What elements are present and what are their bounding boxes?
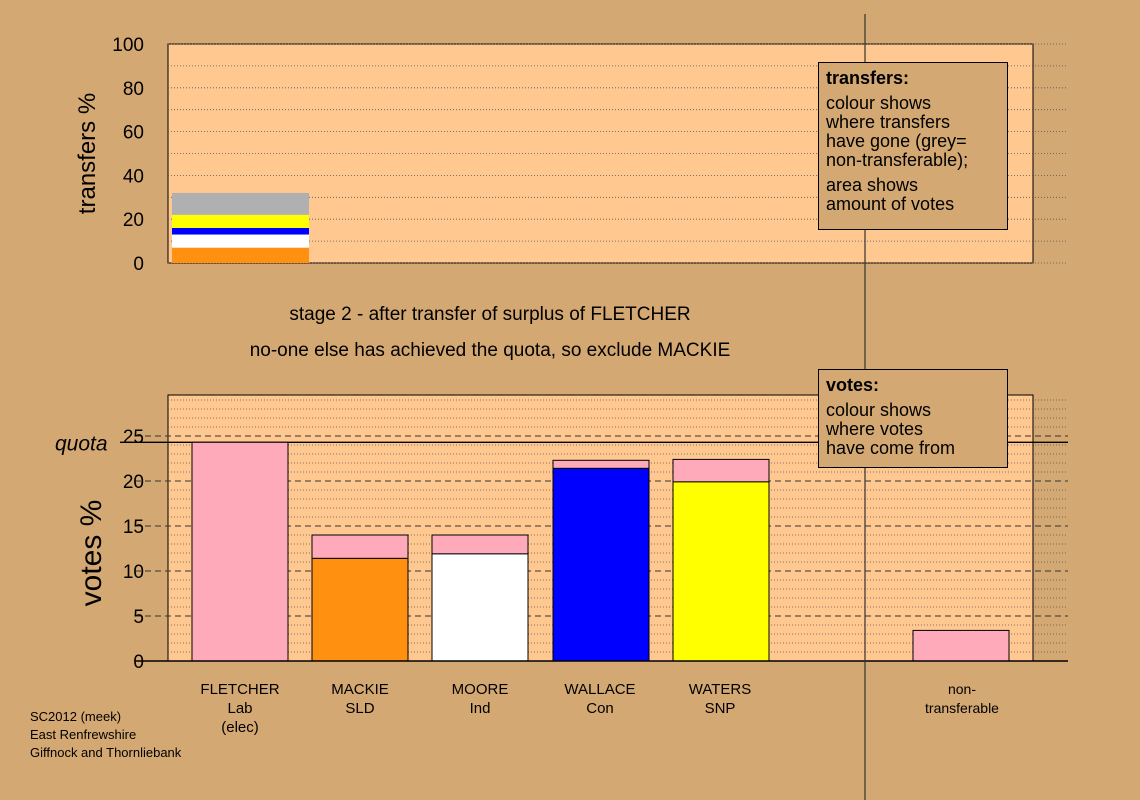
vote-bar-transferred-slot-6 [912,629,1010,662]
votes-y-tick-label: 15 [123,517,144,538]
candidate-party: Con [586,700,614,717]
transfer-segment-mackie [172,247,309,263]
transfers-info-line: non-transferable); [826,150,969,170]
stage-caption: stage 2 - after transfer of surplus of F… [289,304,691,325]
vote-bar-transferred-slot-1 [311,534,409,559]
candidate-label-wallace: WALLACE Con [540,680,660,718]
candidate-name: WALLACE [564,681,636,698]
transfers-info-line: colour shows [826,93,932,113]
vote-bar-transferred-slot-0 [191,441,289,662]
transfers-info-line: area shows [826,175,919,195]
transfers-info-title: transfers: [826,68,910,88]
votes-info-box: votes: colour shows where votes have com… [818,369,1008,468]
transfer-segment-non-transferable [172,192,309,215]
transfers-info-line: have gone (grey= [826,131,967,151]
candidate-label-non-transferable: non- transferable [902,680,1022,718]
quota-label: quota [55,432,108,455]
transfers-y-tick-label: 100 [112,35,144,56]
vote-bar-own-slot-2 [431,553,529,662]
vote-bar-transferred-slot-2 [431,534,529,555]
candidate-label-moore: MOORE Ind [420,680,540,718]
transfers-y-tick-label: 80 [123,79,144,100]
votes-info-line: have come from [826,438,956,458]
candidate-party: Ind [469,700,491,717]
vote-bar-transferred-slot-4 [672,458,770,483]
votes-y-tick-label: 25 [123,427,144,448]
transfer-segment-waters [172,214,309,228]
votes-info-title: votes: [826,375,880,395]
vote-bar-own-slot-4 [672,481,770,662]
transfers-y-tick-label: 60 [123,123,144,144]
footer-line: Giffnock and Thornliebank [30,745,182,760]
transfers-y-tick-label: 0 [133,254,144,275]
footer-line: East Renfrewshire [30,727,137,742]
transfers-info-line: where transfers [826,112,951,132]
vote-bar-own-slot-3 [552,467,650,662]
votes-info-line: where votes [826,419,924,439]
transfers-y-tick-label: 20 [123,210,144,231]
transfer-segment-moore [172,234,309,248]
exclusion-caption: no-one else has achieved the quota, so e… [249,340,731,361]
transfers-y-tick-label: 40 [123,166,144,187]
votes-info-line: colour shows [826,400,932,420]
candidate-name: MACKIE [331,681,389,698]
candidate-note: (elec) [221,719,259,736]
candidate-party: transferable [925,700,999,716]
vote-bar-transferred-slot-3 [552,459,650,469]
candidate-name: FLETCHER [200,681,280,698]
transfers-info-box: transfers: colour shows where transfers … [818,62,1008,230]
transfers-info-line: amount of votes [826,194,955,214]
transfer-segment-wallace [172,227,309,235]
footer-line: SC2012 (meek) [30,709,122,724]
candidate-party: SNP [704,700,736,717]
candidate-name: MOORE [451,681,509,698]
vote-bar-own-slot-1 [311,557,409,662]
candidate-label-waters: WATERS SNP [660,680,780,718]
candidate-name: WATERS [688,681,752,698]
candidate-party: SLD [345,700,375,717]
votes-y-tick-label: 20 [123,472,144,493]
candidate-party: Lab [227,700,253,717]
votes-y-tick-label: 5 [133,607,144,628]
votes-y-tick-label: 0 [133,652,144,673]
candidate-label-fletcher: FLETCHER Lab (elec) [180,680,300,737]
candidate-label-mackie: MACKIE SLD [300,680,420,718]
transfers-y-axis-label: transfers % [74,93,101,214]
votes-y-tick-label: 10 [123,562,144,583]
votes-y-axis-label: votes % [75,500,108,607]
candidate-name: non- [947,681,977,697]
